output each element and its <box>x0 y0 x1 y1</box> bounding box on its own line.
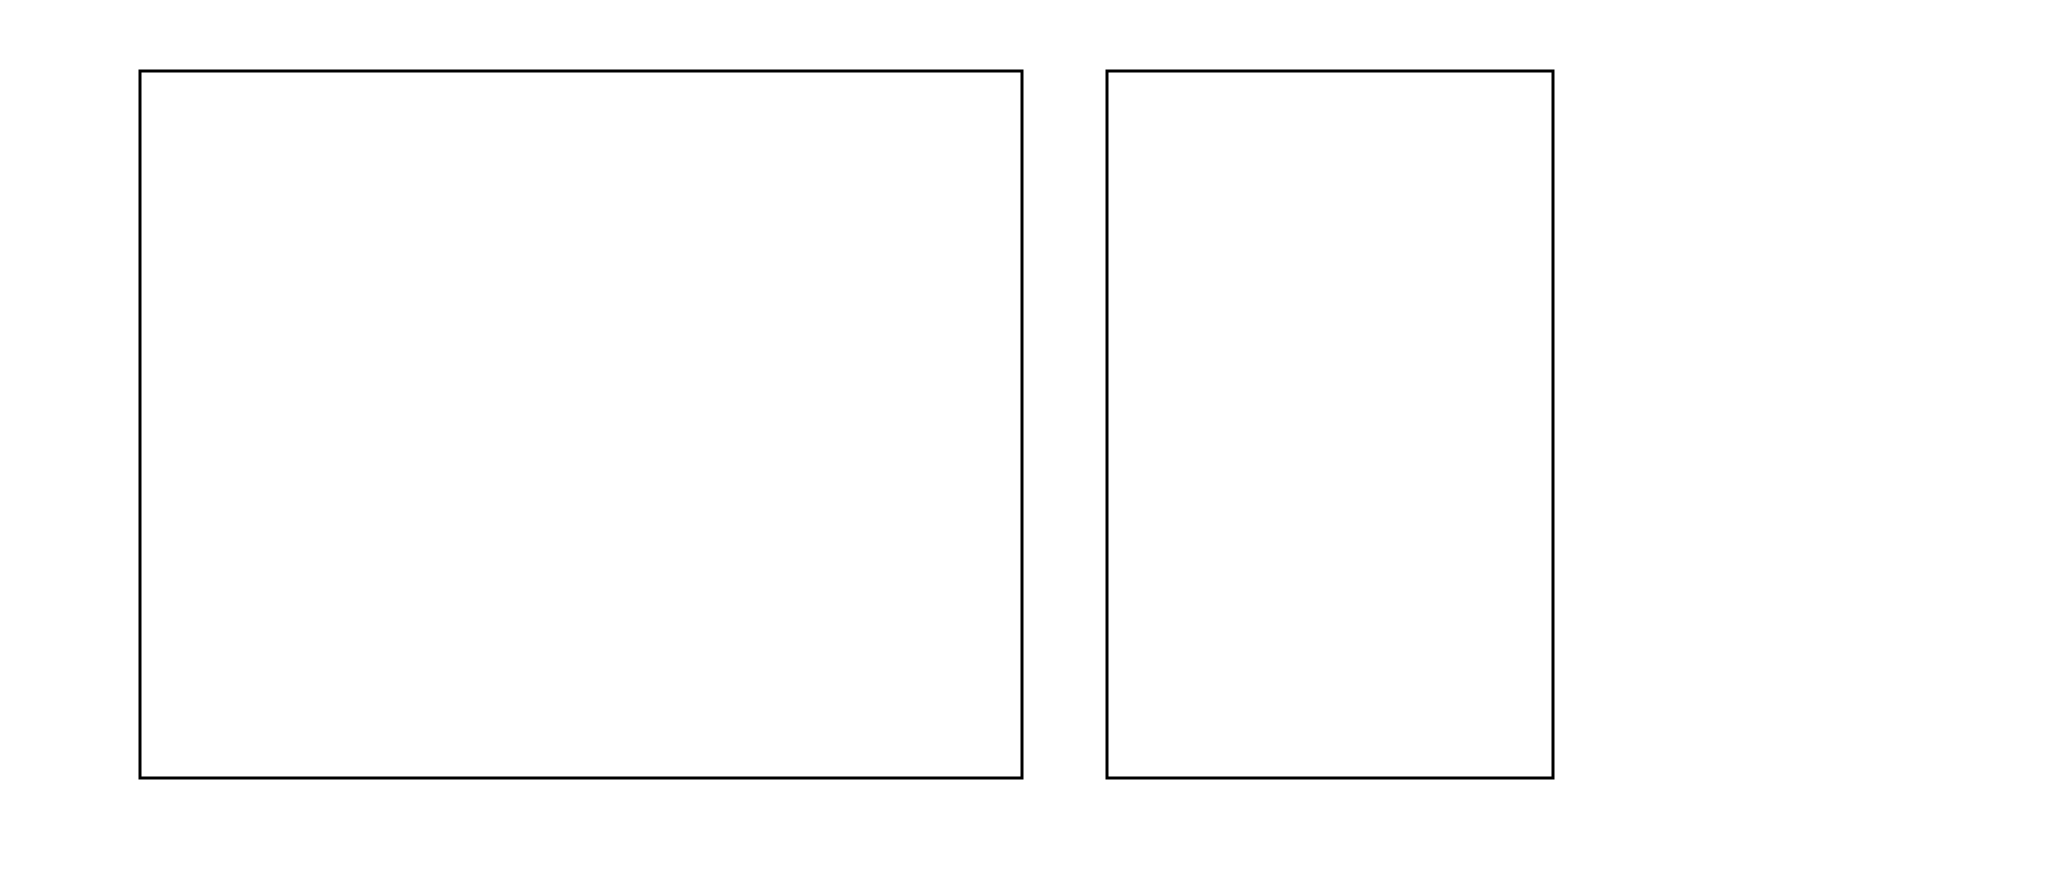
panel-b <box>1105 69 1555 780</box>
panel-a-frame <box>138 69 1024 780</box>
panel-b-frame <box>1105 69 1555 780</box>
panel-a <box>138 69 1024 780</box>
